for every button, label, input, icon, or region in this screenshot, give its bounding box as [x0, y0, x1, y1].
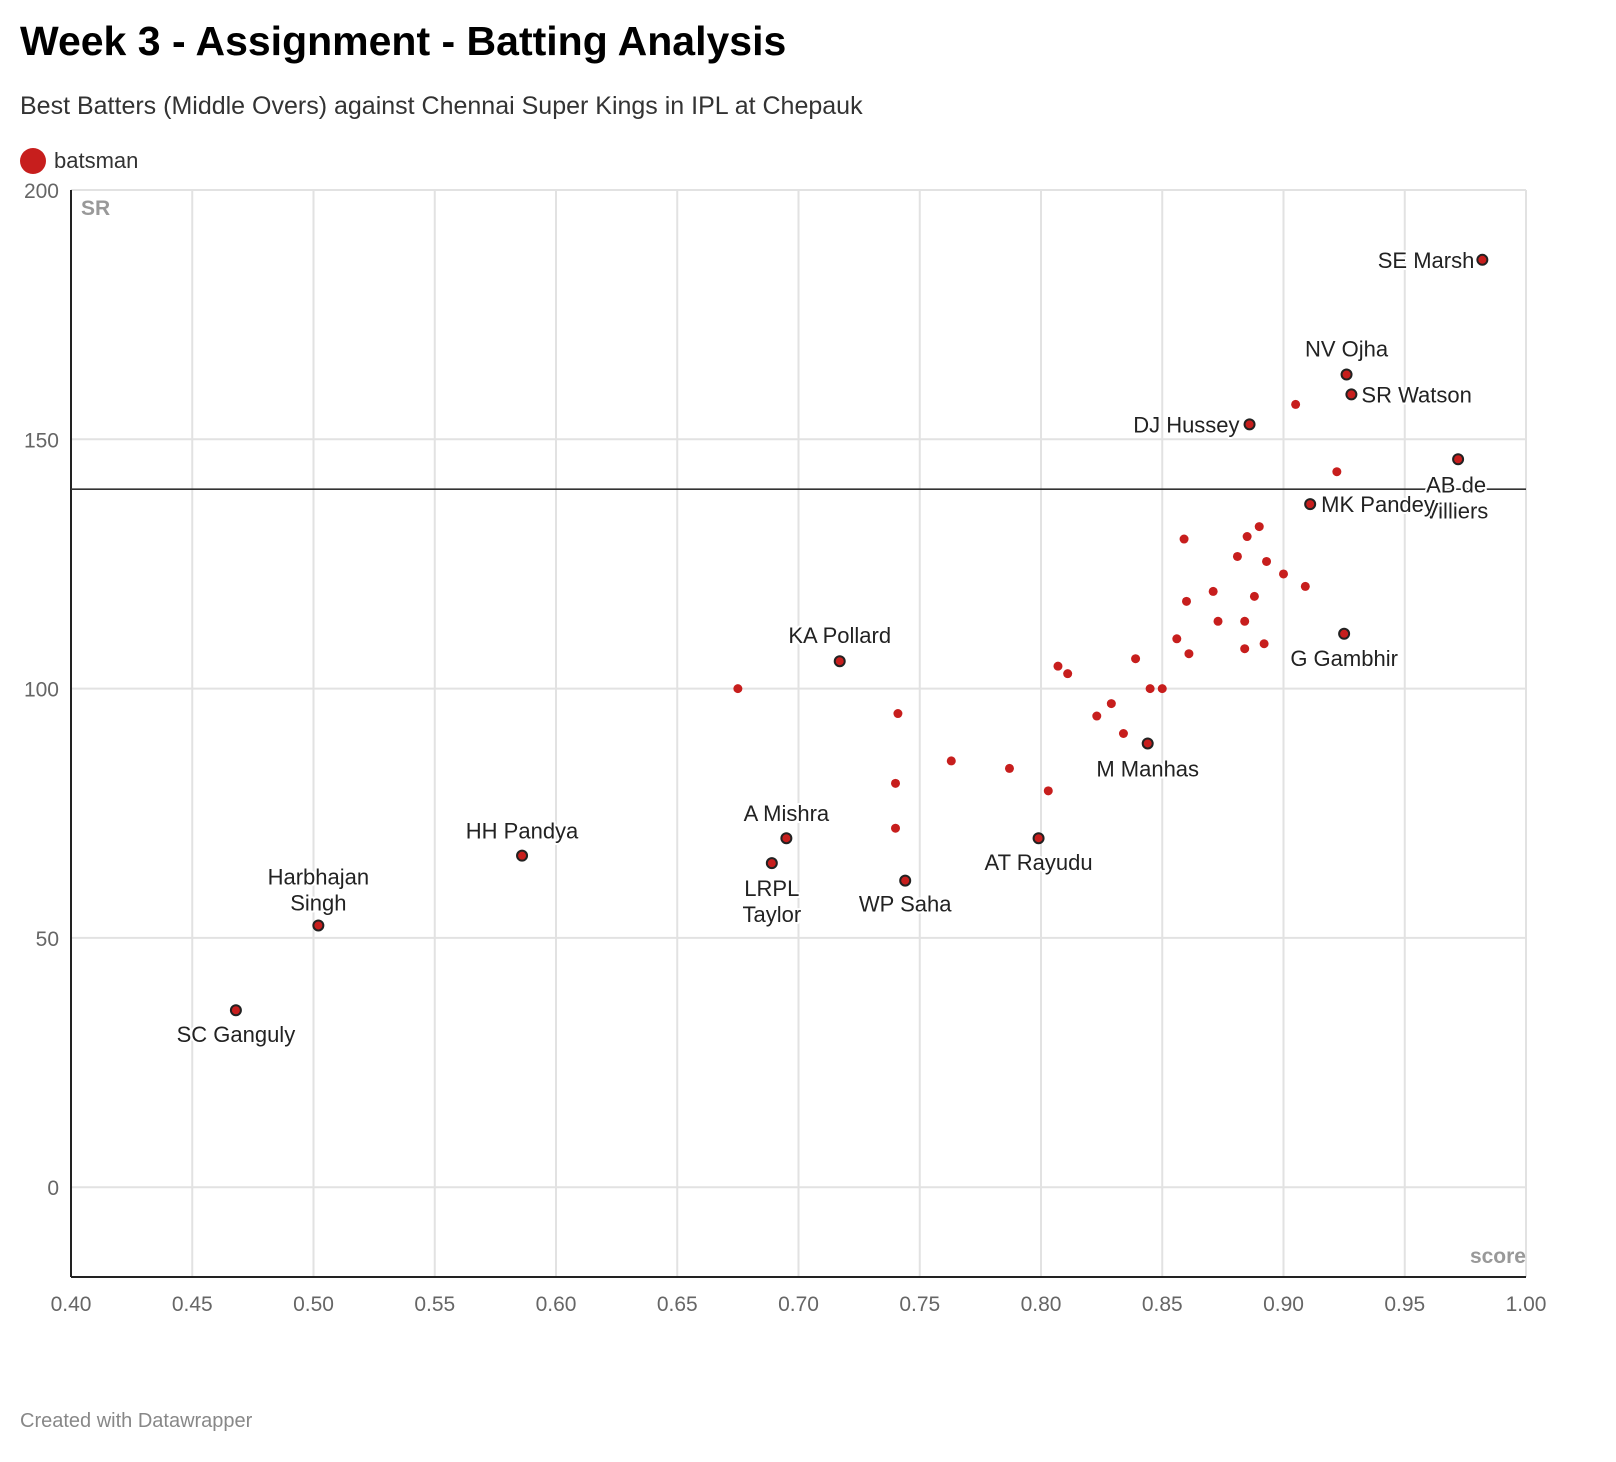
x-tick-label: 0.65 [657, 1293, 698, 1316]
point-label: AB de [1426, 472, 1486, 497]
data-point [1249, 591, 1259, 601]
point-label: Taylor [742, 902, 801, 927]
x-tick-label: 0.60 [536, 1293, 577, 1316]
point-label: G Gambhir [1290, 646, 1398, 671]
point-label: AT Rayudu [985, 850, 1093, 875]
data-point [1279, 569, 1288, 579]
labeled-data-point [899, 874, 912, 887]
data-point [891, 778, 900, 788]
data-point [1053, 661, 1063, 671]
x-tick-label: 0.90 [1263, 1293, 1304, 1316]
x-tick-label: 0.85 [1142, 1293, 1183, 1316]
point-label: Singh [290, 890, 346, 915]
x-tick-label: 0.70 [778, 1293, 819, 1316]
data-point [1262, 556, 1272, 566]
point-label: HH Pandya [466, 819, 579, 844]
data-point [1332, 467, 1342, 477]
y-tick-label: 50 [36, 928, 59, 951]
point-label: A Mishra [744, 801, 830, 826]
data-point [1092, 711, 1102, 721]
x-tick-label: 0.50 [293, 1293, 334, 1316]
labeled-data-point [1476, 253, 1489, 266]
data-point [1145, 684, 1155, 694]
point-label: WP Saha [859, 892, 952, 917]
data-point [1300, 581, 1310, 591]
y-tick-label: 150 [24, 429, 59, 452]
point-label: Harbhajan [268, 864, 370, 889]
labeled-data-point [1340, 368, 1353, 381]
data-point [733, 684, 743, 694]
point-label: SC Ganguly [177, 1022, 296, 1047]
x-tick-label: 0.40 [51, 1293, 92, 1316]
labeled-data-point [1141, 737, 1154, 750]
data-point [1004, 763, 1014, 773]
y-tick-label: 0 [47, 1177, 59, 1200]
labeled-data-point [229, 1004, 242, 1017]
labeled-data-point [833, 655, 846, 668]
data-point [1232, 551, 1242, 561]
y-tick-label: 100 [24, 679, 59, 702]
data-point [1208, 586, 1218, 596]
data-point [1240, 644, 1250, 654]
legend-label: batsman [54, 148, 139, 173]
chart-subtitle: Best Batters (Middle Overs) against Chen… [20, 92, 863, 120]
y-tick-label: 200 [24, 180, 59, 203]
data-point [891, 823, 900, 833]
labeled-data-point [1345, 388, 1358, 401]
point-label: SR Watson [1361, 382, 1471, 407]
data-point [893, 709, 903, 719]
x-tick-label: 0.80 [1021, 1293, 1062, 1316]
footer-credit: Created with Datawrapper [20, 1410, 253, 1432]
labeled-data-point [312, 919, 325, 932]
x-tick-label: 0.45 [172, 1293, 213, 1316]
point-label: Villiers [1424, 498, 1488, 523]
labeled-data-point [1243, 418, 1256, 431]
data-point [1291, 399, 1301, 409]
data-point [1179, 534, 1189, 544]
labeled-data-point [1032, 832, 1045, 845]
point-label: NV Ojha [1305, 336, 1389, 361]
data-point [1254, 522, 1264, 532]
point-label: SE Marsh [1378, 248, 1475, 273]
point-label: LRPL [744, 876, 799, 901]
point-label: DJ Hussey [1133, 412, 1239, 437]
x-tick-label: 0.95 [1384, 1293, 1425, 1316]
x-tick-label: 0.75 [899, 1293, 940, 1316]
data-point [946, 756, 956, 766]
data-point [1182, 596, 1191, 606]
x-tick-label: 1.00 [1506, 1293, 1547, 1316]
data-point [1172, 634, 1182, 644]
labeled-data-point [1338, 627, 1351, 640]
data-point [1184, 649, 1194, 659]
labeled-data-point [765, 857, 778, 870]
chart-title: Week 3 - Assignment - Batting Analysis [20, 18, 787, 64]
data-point [1240, 616, 1250, 626]
labeled-data-point [1452, 453, 1465, 466]
data-point [1259, 639, 1269, 649]
point-label: KA Pollard [788, 623, 891, 648]
scatter-plot: 0.40 0.45 0.50 0.55 0.60 0.65 0.70 0.75 0.80 0.85… [24, 180, 1547, 1316]
point-label: MK Pandey [1321, 492, 1435, 517]
legend-swatch [20, 148, 46, 174]
labeled-data-point [516, 849, 529, 862]
x-axis-title: score [1470, 1245, 1526, 1268]
legend: batsman [20, 148, 138, 174]
labeled-data-point [1304, 498, 1317, 511]
x-tick-label: 0.55 [414, 1293, 455, 1316]
data-point [1242, 532, 1252, 542]
y-axis-title: SR [81, 197, 110, 220]
data-point [1213, 616, 1223, 626]
data-point [1157, 684, 1167, 694]
data-point [1118, 729, 1128, 738]
point-label: M Manhas [1096, 756, 1199, 781]
labeled-data-point [780, 832, 793, 845]
data-point [1131, 654, 1141, 664]
data-point [1063, 669, 1073, 679]
data-point [1106, 699, 1116, 709]
data-point [1043, 786, 1053, 796]
